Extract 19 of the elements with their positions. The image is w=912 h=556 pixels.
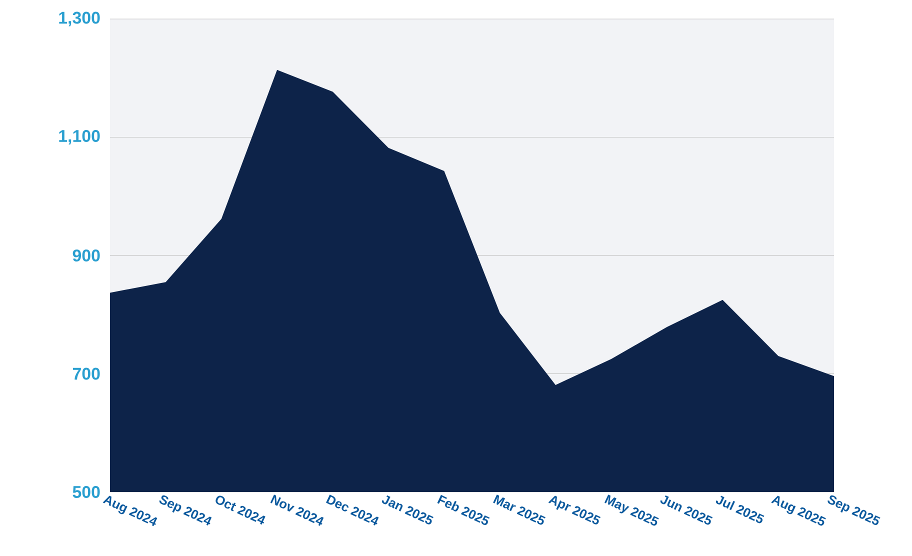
y-tick-label: 700 <box>72 368 100 380</box>
x-tick-label: May 2025 <box>604 494 659 526</box>
x-tick-label: Aug 2025 <box>771 496 826 526</box>
x-tick-label: Jul 2025 <box>716 496 764 524</box>
x-tick-label: Mar 2025 <box>493 494 546 525</box>
x-tick-label: Nov 2024 <box>270 494 324 526</box>
y-tick-label: 900 <box>72 249 100 262</box>
x-tick-label: Jan 2025 <box>382 495 434 524</box>
x-tick-label: Sep 2025 <box>828 495 880 526</box>
x-tick-label: Jun 2025 <box>660 495 713 525</box>
x-tick-label: Feb 2025 <box>437 494 490 526</box>
y-tick-label: 1,100 <box>59 130 100 144</box>
x-tick-label: Sep 2024 <box>159 495 212 526</box>
x-tick-label: Dec 2024 <box>326 494 379 526</box>
x-tick-label: Aug 2024 <box>102 496 158 526</box>
y-tick-label: 500 <box>72 486 100 498</box>
x-tick-label: Oct 2024 <box>216 496 266 525</box>
x-tick-label: Apr 2025 <box>548 496 601 524</box>
y-tick-label: 1,300 <box>59 12 100 26</box>
